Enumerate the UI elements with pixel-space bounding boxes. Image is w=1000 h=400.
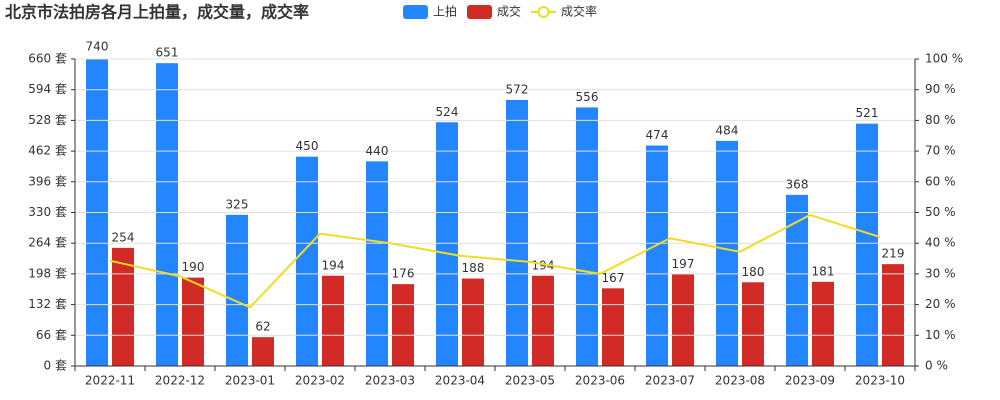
- bar: [462, 278, 484, 366]
- y-tick-label: 396 套: [28, 174, 67, 188]
- x-tick-label: 2023-10: [855, 374, 905, 388]
- legend-swatch: [403, 5, 428, 19]
- value-label: 194: [532, 258, 555, 272]
- bar: [112, 247, 134, 366]
- y-tick-label: 594 套: [28, 82, 67, 96]
- bar: [576, 107, 598, 366]
- x-tick-label: 2023-04: [435, 374, 485, 388]
- y2-tick-label: 0 %: [925, 359, 948, 373]
- bar: [226, 214, 248, 366]
- value-label: 219: [882, 247, 905, 261]
- y-tick-label: 0 套: [44, 359, 67, 373]
- line: [109, 213, 881, 309]
- value-label: 62: [255, 320, 270, 334]
- value-label: 556: [576, 90, 599, 104]
- value-label: 254: [112, 230, 135, 244]
- value-label: 740: [86, 40, 109, 54]
- value-label: 167: [602, 271, 625, 285]
- y2-tick-label: 100 %: [925, 52, 963, 66]
- value-label: 368: [786, 177, 809, 191]
- value-label: 474: [646, 128, 669, 142]
- value-label: 325: [226, 197, 249, 211]
- bar: [812, 281, 834, 366]
- value-label: 572: [506, 82, 529, 96]
- y2-tick-label: 30 %: [925, 266, 956, 280]
- value-label: 190: [182, 260, 205, 274]
- bar: [646, 145, 668, 366]
- bar: [86, 59, 108, 367]
- chart-title: 北京市法拍房各月上拍量，成交量，成交率: [5, 3, 309, 22]
- y2-tick-label: 90 %: [925, 82, 956, 96]
- y-tick-label: 660 套: [28, 52, 67, 66]
- y-tick-label: 528 套: [28, 113, 67, 127]
- x-tick-label: 2022-11: [85, 374, 135, 388]
- bar: [182, 277, 204, 366]
- legend-swatch: [537, 6, 550, 18]
- bar: [392, 284, 414, 366]
- bar: [436, 122, 458, 366]
- bar: [716, 140, 738, 366]
- y2-tick-label: 20 %: [925, 297, 956, 311]
- y-tick-label: 132 套: [28, 297, 67, 311]
- x-tick-label: 2023-01: [225, 374, 275, 388]
- bar: [252, 337, 274, 366]
- y-tick-label: 330 套: [28, 205, 67, 219]
- bar: [322, 275, 344, 366]
- bar: [506, 99, 528, 366]
- legend-swatch: [467, 5, 493, 19]
- y-tick-label: 462 套: [28, 144, 67, 158]
- y2-tick-label: 10 %: [925, 328, 956, 342]
- bar: [156, 63, 178, 366]
- y2-tick-label: 60 %: [925, 174, 956, 188]
- x-tick-label: 2023-02: [295, 374, 345, 388]
- x-tick-label: 2023-06: [575, 374, 625, 388]
- y2-tick-label: 40 %: [925, 236, 956, 250]
- x-tick-label: 2023-09: [785, 374, 835, 388]
- bar: [296, 156, 318, 366]
- plot-area: [86, 59, 904, 367]
- legend-label: 成交率: [561, 4, 597, 19]
- value-label: 176: [392, 267, 415, 281]
- bar: [532, 275, 554, 366]
- value-label: 450: [296, 139, 319, 153]
- value-label: 188: [462, 261, 485, 275]
- bar: [672, 274, 694, 366]
- x-tick-label: 2023-05: [505, 374, 555, 388]
- value-label: 440: [366, 144, 389, 158]
- bar: [602, 288, 624, 366]
- value-label: 521: [856, 106, 879, 120]
- value-label: 651: [156, 46, 179, 60]
- y2-tick-label: 70 %: [925, 144, 956, 158]
- x-tick-label: 2022-12: [155, 374, 205, 388]
- y2-tick-label: 50 %: [925, 205, 956, 219]
- bar: [882, 264, 904, 366]
- x-tick-label: 2023-08: [715, 374, 765, 388]
- bar: [786, 194, 808, 366]
- legend-label: 成交: [497, 4, 521, 19]
- y-tick-label: 264 套: [28, 236, 67, 250]
- y-tick-label: 66 套: [36, 328, 67, 342]
- bar: [856, 123, 878, 366]
- value-label: 180: [742, 265, 765, 279]
- y2-tick-label: 80 %: [925, 113, 956, 127]
- x-tick-label: 2023-03: [365, 374, 415, 388]
- x-tick-label: 2023-07: [645, 374, 695, 388]
- value-label: 524: [436, 105, 459, 119]
- value-label: 194: [322, 258, 345, 272]
- value-label: 181: [812, 264, 835, 278]
- y-tick-label: 198 套: [28, 266, 67, 280]
- bar: [742, 282, 764, 366]
- value-label: 197: [672, 257, 695, 271]
- legend-label: 上拍: [433, 4, 457, 19]
- value-label: 484: [716, 123, 739, 137]
